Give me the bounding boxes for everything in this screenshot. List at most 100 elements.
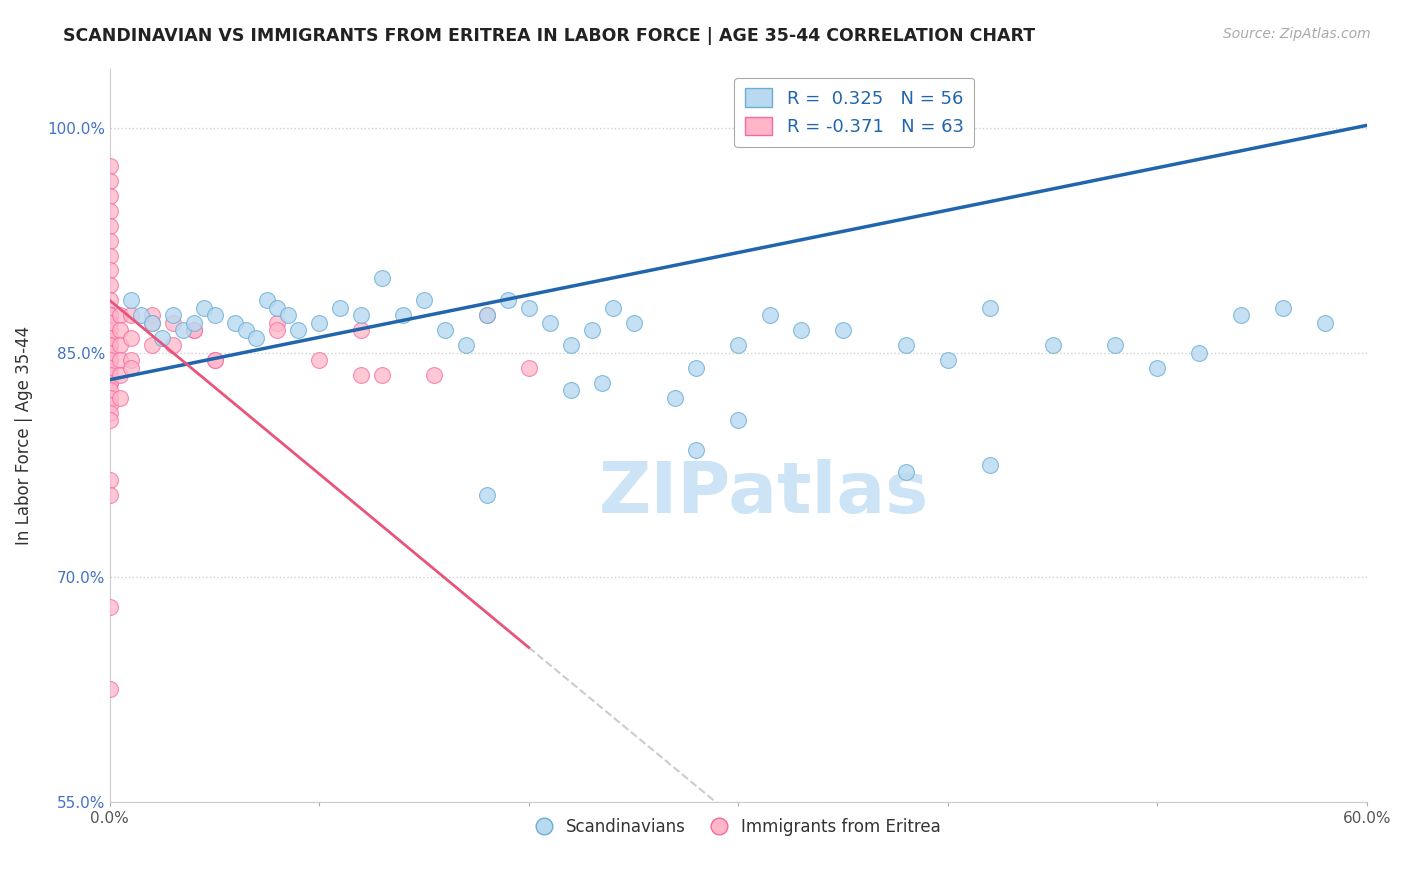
- Point: [256, 293, 278, 308]
- Point: [98, 309, 121, 323]
- Point: [98, 331, 121, 345]
- Point: [979, 458, 1001, 472]
- Point: [129, 309, 152, 323]
- Point: [110, 323, 132, 337]
- Point: [120, 360, 142, 375]
- Point: [98, 316, 121, 330]
- Point: [193, 301, 215, 315]
- Point: [496, 293, 519, 308]
- Point: [936, 353, 959, 368]
- Point: [602, 301, 624, 315]
- Point: [98, 376, 121, 390]
- Point: [685, 442, 707, 457]
- Y-axis label: In Labor Force | Age 35-44: In Labor Force | Age 35-44: [15, 326, 32, 545]
- Point: [350, 817, 373, 831]
- Point: [98, 219, 121, 233]
- Point: [98, 174, 121, 188]
- Point: [98, 383, 121, 397]
- Point: [538, 316, 561, 330]
- Point: [727, 338, 749, 352]
- Point: [413, 293, 436, 308]
- Point: [560, 338, 582, 352]
- Point: [727, 413, 749, 427]
- Point: [120, 331, 142, 345]
- Text: ZIPatlas: ZIPatlas: [599, 459, 928, 528]
- Point: [150, 331, 173, 345]
- Point: [98, 682, 121, 697]
- Point: [475, 309, 498, 323]
- Point: [758, 309, 780, 323]
- Point: [98, 360, 121, 375]
- Point: [517, 301, 540, 315]
- Point: [423, 368, 446, 383]
- Point: [98, 203, 121, 218]
- Point: [560, 383, 582, 397]
- Point: [141, 338, 163, 352]
- Point: [277, 309, 299, 323]
- Point: [98, 323, 121, 337]
- Point: [98, 263, 121, 277]
- Point: [98, 353, 121, 368]
- Point: [894, 338, 917, 352]
- Point: [183, 323, 205, 337]
- Point: [98, 391, 121, 405]
- Point: [98, 488, 121, 502]
- Point: [308, 316, 330, 330]
- Point: [98, 293, 121, 308]
- Text: SCANDINAVIAN VS IMMIGRANTS FROM ERITREA IN LABOR FORCE | AGE 35-44 CORRELATION C: SCANDINAVIAN VS IMMIGRANTS FROM ERITREA …: [63, 27, 1035, 45]
- Point: [98, 309, 121, 323]
- Point: [98, 406, 121, 420]
- Point: [98, 398, 121, 412]
- Point: [1230, 309, 1253, 323]
- Point: [98, 234, 121, 248]
- Point: [98, 413, 121, 427]
- Point: [98, 338, 121, 352]
- Point: [894, 466, 917, 480]
- Text: Source: ZipAtlas.com: Source: ZipAtlas.com: [1223, 27, 1371, 41]
- Point: [98, 338, 121, 352]
- Point: [1188, 345, 1211, 359]
- Point: [120, 293, 142, 308]
- Point: [350, 309, 373, 323]
- Point: [454, 338, 477, 352]
- Point: [204, 353, 226, 368]
- Point: [350, 368, 373, 383]
- Point: [266, 301, 288, 315]
- Point: [110, 391, 132, 405]
- Point: [1042, 338, 1064, 352]
- Point: [433, 323, 456, 337]
- Point: [141, 316, 163, 330]
- Point: [162, 309, 184, 323]
- Point: [329, 301, 352, 315]
- Point: [1271, 301, 1294, 315]
- Point: [98, 345, 121, 359]
- Point: [475, 309, 498, 323]
- Point: [308, 353, 330, 368]
- Point: [245, 331, 267, 345]
- Point: [623, 316, 645, 330]
- Point: [120, 309, 142, 323]
- Legend: Scandinavians, Immigrants from Eritrea: Scandinavians, Immigrants from Eritrea: [527, 810, 949, 845]
- Point: [98, 368, 121, 383]
- Point: [98, 473, 121, 487]
- Point: [1313, 316, 1336, 330]
- Point: [98, 368, 121, 383]
- Point: [110, 338, 132, 352]
- Point: [98, 188, 121, 202]
- Point: [517, 360, 540, 375]
- Point: [591, 376, 613, 390]
- Point: [287, 323, 309, 337]
- Point: [832, 323, 855, 337]
- Point: [371, 368, 394, 383]
- Point: [172, 323, 194, 337]
- Point: [204, 353, 226, 368]
- Point: [110, 368, 132, 383]
- Point: [98, 600, 121, 615]
- Point: [98, 376, 121, 390]
- Point: [371, 271, 394, 285]
- Point: [141, 316, 163, 330]
- Point: [224, 316, 246, 330]
- Point: [790, 323, 813, 337]
- Point: [979, 301, 1001, 315]
- Point: [266, 316, 288, 330]
